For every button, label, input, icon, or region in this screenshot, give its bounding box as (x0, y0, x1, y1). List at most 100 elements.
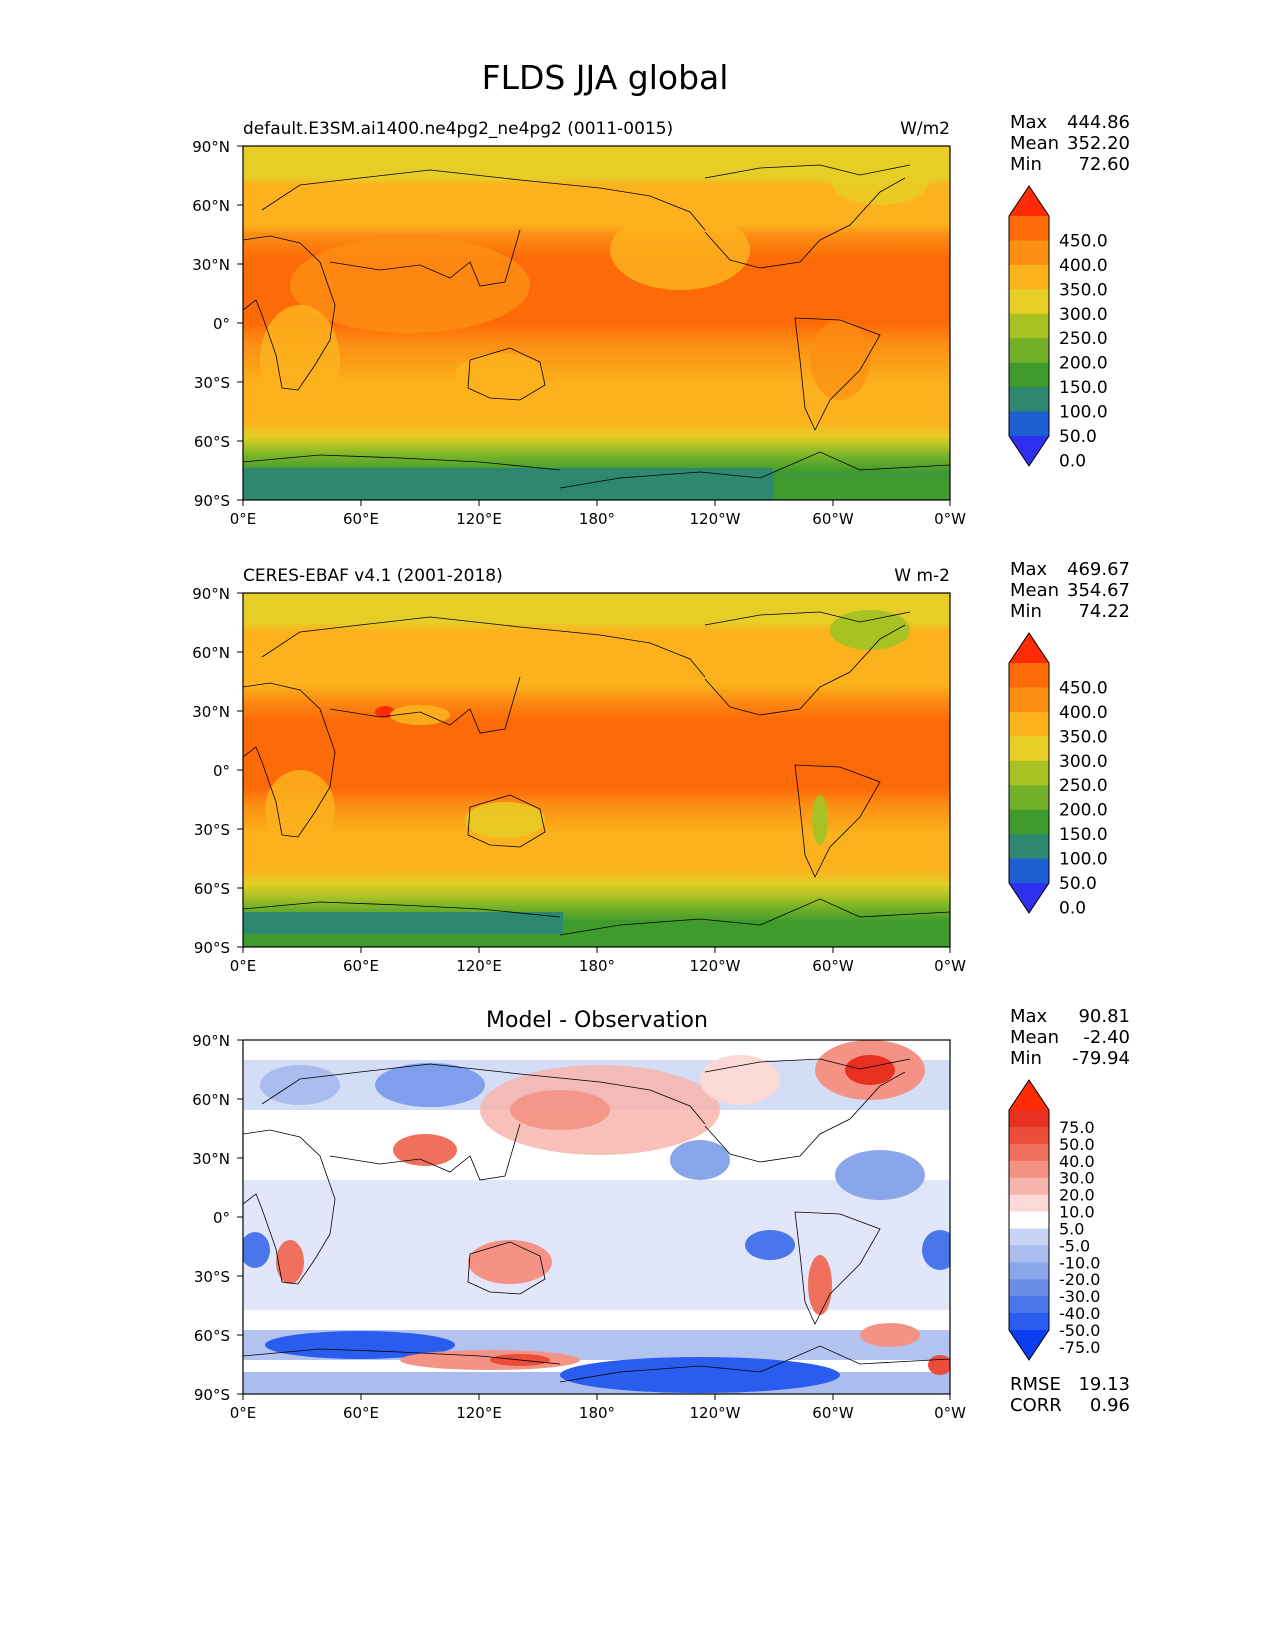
panel-diff: Model - Observation (192, 1006, 1130, 1422)
lon-tick-label: 180° (579, 957, 615, 975)
colorbar-band (1009, 387, 1049, 413)
colorbar-band (1009, 1143, 1049, 1162)
figure-title: FLDS JJA global (482, 58, 729, 97)
lat-tick-label: 90°S (194, 492, 230, 510)
colorbar-tick-label: 50.0 (1059, 1135, 1095, 1154)
lon-tick-label: 60°W (812, 510, 854, 528)
lon-tick-label: 120°E (456, 510, 502, 528)
colorbar-tick-label: 0.0 (1059, 451, 1086, 471)
colorbar-tick-label: 300.0 (1059, 752, 1108, 772)
stat-value: 352.20 (1067, 133, 1130, 154)
colorbar-tick-label: 75.0 (1059, 1118, 1095, 1137)
colorbar-band (1009, 289, 1049, 315)
lon-tick-label: 120°W (690, 957, 741, 975)
panel-diff-lat-ticks: 90°N 60°N 30°N 0° 30°S 60°S 90°S (192, 1032, 243, 1404)
colorbar-min-extension (1009, 1330, 1049, 1360)
panel-model-coastlines (243, 164, 950, 489)
colorbar-tick-label: 250.0 (1059, 329, 1108, 349)
lat-tick-label: 60°S (194, 433, 230, 451)
panel-diff-colorbar: 75.050.040.030.020.010.05.0-5.0-10.0-20.… (1008, 1079, 1100, 1361)
lon-tick-label: 120°E (456, 1404, 502, 1422)
lon-tick-label: 0°E (230, 1404, 257, 1422)
lat-tick-label: 60°N (192, 644, 230, 662)
lat-tick-label: 0° (213, 762, 230, 780)
stat-label: Max (1010, 112, 1048, 133)
lon-tick-label: 60°E (343, 957, 379, 975)
colorbar-band (1009, 785, 1049, 811)
colorbar-outline (1008, 632, 1050, 914)
lon-tick-label: 0°W (934, 1404, 966, 1422)
colorbar-tick-label: 100.0 (1059, 403, 1108, 423)
stat-value: 354.67 (1067, 580, 1130, 601)
colorbar-band (1009, 760, 1049, 786)
colorbar-tick-label: -40.0 (1059, 1304, 1100, 1323)
panel-diff-lon-ticks: 0°E 60°E 120°E 180° 120°W 60°W 0°W (230, 1394, 966, 1422)
colorbar-tick-label: 50.0 (1059, 427, 1097, 447)
colorbar-band (1009, 362, 1049, 388)
panel-model-title-left: default.E3SM.ai1400.ne4pg2_ne4pg2 (0011-… (243, 119, 673, 139)
colorbar-tick-label: -10.0 (1059, 1253, 1100, 1272)
panel-obs-map-field (243, 593, 950, 947)
panel-model-lat-ticks: 90°N 60°N 30°N 0° 30°S 60°S 90°S (192, 138, 243, 510)
colorbar-max-extension (1009, 633, 1049, 663)
colorbar-tick-label: 200.0 (1059, 354, 1108, 374)
lat-tick-label: 90°S (194, 939, 230, 957)
colorbar-band (1009, 736, 1049, 762)
lat-tick-label: 60°N (192, 197, 230, 215)
colorbar-max-extension (1009, 186, 1049, 216)
colorbar-min-extension (1009, 883, 1049, 913)
colorbar-outline (1008, 1079, 1050, 1361)
panel-diff-stats: Max 90.81 Mean -2.40 Min -79.94 (1010, 1006, 1130, 1069)
lon-tick-label: 120°W (690, 510, 741, 528)
corr-label: CORR (1010, 1395, 1062, 1416)
panel-model-units: W/m2 (900, 119, 950, 139)
stat-label: Min (1010, 154, 1042, 175)
colorbar-tick-label: 100.0 (1059, 850, 1108, 870)
colorbar-tick-label: -20.0 (1059, 1270, 1100, 1289)
lat-tick-label: 30°S (194, 374, 230, 392)
lat-tick-label: 90°N (192, 1032, 230, 1050)
lon-tick-label: 0°W (934, 510, 966, 528)
lon-tick-label: 120°W (690, 1404, 741, 1422)
stat-value: 90.81 (1078, 1006, 1130, 1027)
stat-value: -2.40 (1083, 1027, 1130, 1048)
stat-label: Max (1010, 559, 1048, 580)
lat-tick-label: 30°S (194, 821, 230, 839)
colorbar-band (1009, 1177, 1049, 1196)
colorbar-band (1009, 1110, 1049, 1128)
colorbar-tick-label: -5.0 (1059, 1236, 1090, 1255)
colorbar-band (1009, 1126, 1049, 1145)
panel-obs-coastlines (243, 611, 950, 936)
lat-tick-label: 0° (213, 315, 230, 333)
lon-tick-label: 60°E (343, 1404, 379, 1422)
colorbar-band (1009, 1245, 1049, 1263)
colorbar-band (1009, 809, 1049, 835)
panel-diff-extra-stats: RMSE 19.13 CORR 0.96 (1010, 1374, 1130, 1416)
colorbar-band (1009, 216, 1049, 241)
stat-label: Min (1010, 601, 1042, 622)
stat-label: Mean (1010, 133, 1059, 154)
lat-tick-label: 30°N (192, 256, 230, 274)
panel-diff-title: Model - Observation (486, 1008, 708, 1033)
stat-value: 72.60 (1078, 154, 1130, 175)
lat-tick-label: 30°N (192, 1150, 230, 1168)
lat-tick-label: 30°N (192, 703, 230, 721)
colorbar-band (1009, 264, 1049, 290)
lat-tick-label: 30°S (194, 1268, 230, 1286)
colorbar-tick-label: 40.0 (1059, 1152, 1095, 1171)
stat-label: Max (1010, 1006, 1048, 1027)
panel-model-stats: Max 444.86 Mean 352.20 Min 72.60 (1010, 112, 1130, 175)
colorbar-tick-label: 200.0 (1059, 801, 1108, 821)
colorbar-tick-label: -75.0 (1059, 1338, 1100, 1357)
colorbar-tick-label: 10.0 (1059, 1203, 1095, 1222)
colorbar-tick-label: 350.0 (1059, 280, 1108, 300)
rmse-label: RMSE (1010, 1374, 1061, 1395)
lat-tick-label: 60°S (194, 1327, 230, 1345)
colorbar-tick-label: 450.0 (1059, 231, 1108, 251)
lat-tick-label: 90°N (192, 585, 230, 603)
lat-tick-label: 60°N (192, 1091, 230, 1109)
panel-obs-units: W m-2 (894, 566, 950, 586)
colorbar-tick-label: 20.0 (1059, 1186, 1095, 1205)
colorbar-band (1009, 834, 1049, 860)
